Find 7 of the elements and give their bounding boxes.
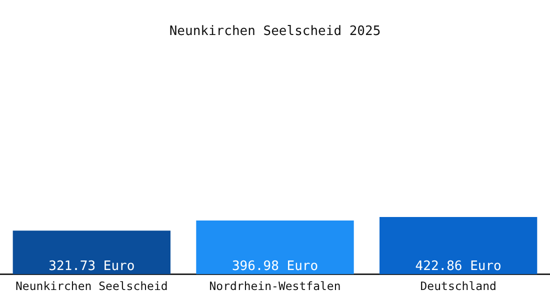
x-tick-label: Neunkirchen Seelscheid (16, 279, 168, 294)
chart-title: Neunkirchen Seelscheid 2025 (169, 24, 381, 40)
data-label: 321.73 Euro (48, 259, 135, 274)
data-label: 396.98 Euro (232, 259, 318, 274)
x-tick-label: Deutschland (420, 279, 496, 294)
data-label: 422.86 Euro (415, 259, 502, 274)
x-tick-label: Nordrhein-Westfalen (209, 279, 341, 294)
